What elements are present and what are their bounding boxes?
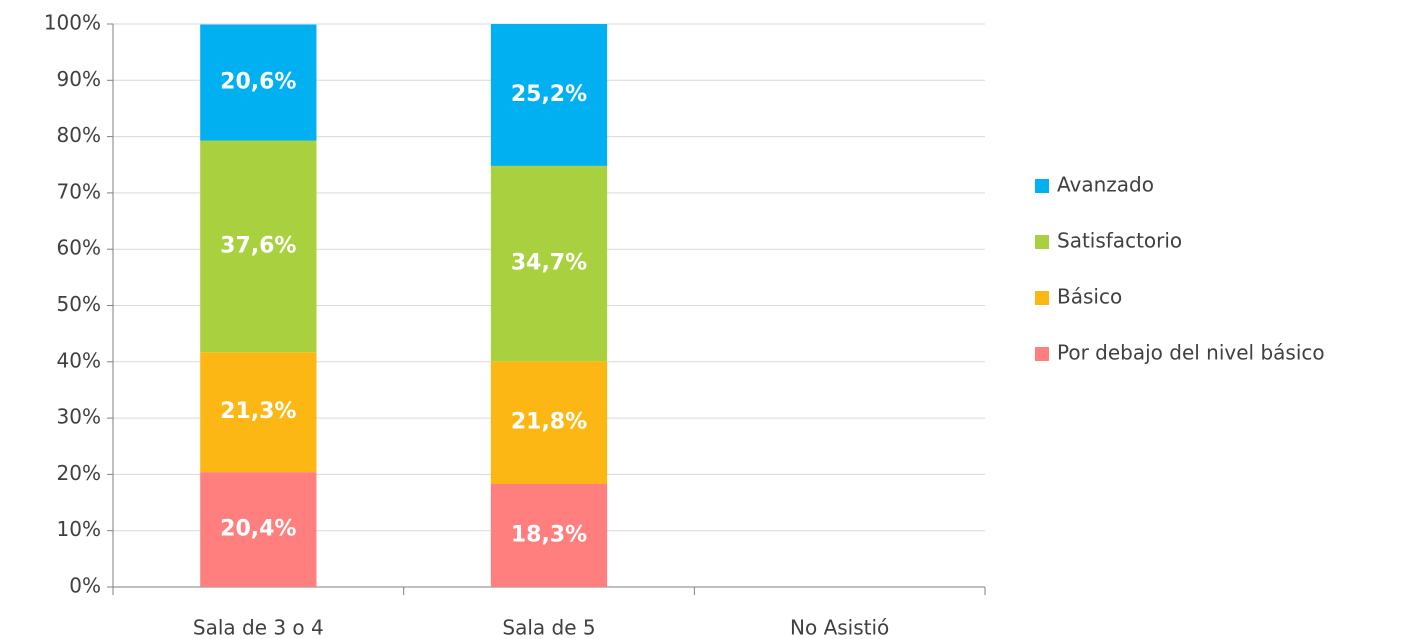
y-tick-label: 40% <box>57 348 101 372</box>
legend-swatch <box>1035 347 1049 361</box>
y-tick-label: 50% <box>57 292 101 316</box>
x-tick-label: No Asistió <box>790 616 889 639</box>
y-tick-label: 60% <box>57 236 101 260</box>
x-tick-label: Sala de 3 o 4 <box>193 616 324 639</box>
y-tick-label: 100% <box>44 11 101 35</box>
legend-label: Avanzado <box>1057 173 1154 197</box>
data-label: 34,7% <box>511 251 587 276</box>
bar-segment <box>490 165 608 362</box>
legend-label: Satisfactorio <box>1057 229 1182 253</box>
legend-swatch <box>1035 235 1049 249</box>
legend-label: Por debajo del nivel básico <box>1057 341 1325 365</box>
bar-segment <box>490 24 608 166</box>
legend-swatch <box>1035 291 1049 305</box>
data-label: 25,2% <box>511 82 587 107</box>
legend-swatch <box>1035 179 1049 193</box>
bar-segment <box>200 24 317 141</box>
bar-segment <box>490 361 608 484</box>
bar-segment <box>200 140 317 353</box>
data-label: 21,8% <box>511 410 587 435</box>
y-tick-label: 10% <box>57 517 101 541</box>
y-tick-label: 90% <box>57 67 101 91</box>
y-tick-label: 80% <box>57 123 101 147</box>
data-label: 20,6% <box>220 70 296 95</box>
legend-label: Básico <box>1057 285 1122 309</box>
bar-segment <box>200 352 317 473</box>
bar-segment <box>490 483 608 587</box>
y-tick-label: 30% <box>57 405 101 429</box>
x-tick-label: Sala de 5 <box>502 616 595 639</box>
y-tick-label: 0% <box>69 574 101 598</box>
y-tick-label: 70% <box>57 179 101 203</box>
bar-segment <box>200 472 317 587</box>
data-label: 20,4% <box>220 517 296 542</box>
y-tick-label: 20% <box>57 461 101 485</box>
data-label: 18,3% <box>511 522 587 547</box>
data-label: 21,3% <box>220 399 296 424</box>
data-label: 37,6% <box>220 233 296 258</box>
